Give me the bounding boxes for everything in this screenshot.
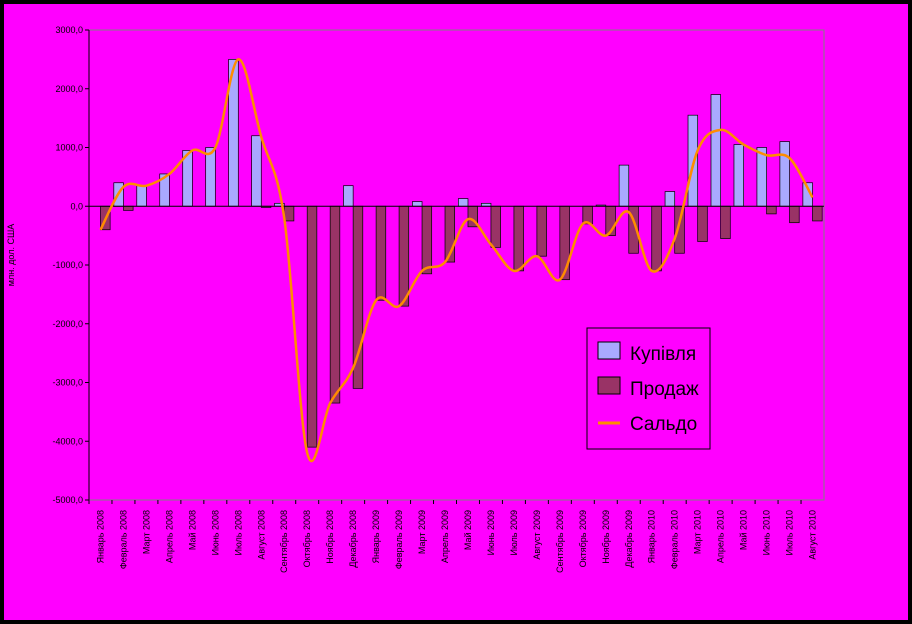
x-tick-label: Март 2008 bbox=[141, 510, 151, 554]
x-tick-label: Май 2009 bbox=[463, 510, 473, 550]
legend-label-buy: Купівля bbox=[630, 344, 696, 365]
y-axis-title: млн. дол. США bbox=[6, 224, 16, 286]
x-tick-label: Октябрь 2009 bbox=[578, 510, 588, 567]
legend-swatch-buy bbox=[597, 341, 621, 360]
x-tick-label: Ноябрь 2009 bbox=[601, 510, 611, 564]
bar-sell bbox=[283, 205, 295, 222]
legend: Купівля Продаж Сальдо bbox=[586, 327, 711, 450]
x-tick-label: Июль 2008 bbox=[233, 510, 243, 555]
x-tick-label: Апрель 2009 bbox=[440, 510, 450, 563]
chart-frame: 3000,0 2000,0 1000,0 0,0 -1000,0 -2000,0 -3000… bbox=[4, 4, 908, 620]
bar-buy bbox=[412, 201, 423, 207]
y-tick-label: -1000,0 bbox=[52, 260, 83, 270]
x-tick-label: Декабрь 2008 bbox=[348, 510, 358, 568]
x-tick-label: Август 2008 bbox=[256, 510, 266, 560]
y-tick-label: -4000,0 bbox=[52, 436, 83, 446]
x-tick-label: Август 2010 bbox=[808, 510, 818, 560]
bar-buy bbox=[205, 147, 216, 207]
bar-sell bbox=[789, 205, 800, 224]
x-tick-label: Март 2010 bbox=[693, 510, 703, 554]
bar-buy bbox=[136, 185, 147, 207]
legend-swatch-sell bbox=[597, 376, 621, 395]
x-tick-label: Март 2009 bbox=[417, 510, 427, 554]
x-tick-label: Январь 2008 bbox=[95, 510, 105, 563]
bar-buy bbox=[457, 198, 469, 207]
bar-sell bbox=[536, 205, 547, 257]
bar-buy bbox=[687, 114, 699, 207]
x-tick-label: Июль 2009 bbox=[509, 510, 519, 555]
x-tick-label: Февраль 2010 bbox=[670, 510, 680, 569]
x-tick-label: Февраль 2009 bbox=[394, 510, 404, 569]
bar-sell bbox=[398, 205, 410, 307]
x-tick-label: Июль 2010 bbox=[785, 510, 795, 555]
bar-buy bbox=[251, 135, 262, 207]
chart-svg: 3000,0 2000,0 1000,0 0,0 -1000,0 -2000,0 -3000… bbox=[6, 25, 825, 573]
x-tick-label: Сентябрь 2009 bbox=[555, 510, 565, 573]
bar-sell bbox=[720, 205, 731, 239]
y-tick-label: -5000,0 bbox=[52, 495, 83, 505]
bar-buy bbox=[756, 147, 767, 207]
x-tick-label: Сентябрь 2008 bbox=[279, 510, 289, 573]
bar-sell bbox=[513, 205, 524, 272]
y-tick-label: -2000,0 bbox=[52, 319, 83, 329]
bar-sell bbox=[490, 205, 501, 248]
legend-label-balance: Сальдо bbox=[630, 414, 697, 435]
bar-sell bbox=[697, 205, 708, 242]
x-tick-label: Июнь 2010 bbox=[762, 510, 772, 555]
y-tick-label: -3000,0 bbox=[52, 378, 83, 388]
x-tick-label: Январь 2010 bbox=[647, 510, 657, 563]
bar-buy bbox=[343, 185, 354, 207]
x-tick-label: Апрель 2008 bbox=[164, 510, 174, 563]
x-tick-label: Ноябрь 2008 bbox=[325, 510, 335, 564]
bar-buy bbox=[618, 164, 630, 207]
bar-sell bbox=[375, 205, 387, 301]
x-tick-label: Февраль 2008 bbox=[118, 510, 128, 569]
bar-sell bbox=[123, 205, 134, 211]
x-tick-label: Июнь 2008 bbox=[210, 510, 220, 555]
x-tick-label: Октябрь 2008 bbox=[302, 510, 312, 567]
bar-buy bbox=[733, 144, 744, 207]
bar-sell bbox=[329, 205, 341, 404]
balance-line bbox=[99, 58, 814, 463]
plot-area: 3000,0 2000,0 1000,0 0,0 -1000,0 -2000,0 -3000… bbox=[6, 25, 825, 573]
y-tick-label: 0,0 bbox=[70, 201, 83, 211]
bar-sell bbox=[766, 205, 777, 215]
legend-label-sell: Продаж bbox=[630, 379, 699, 400]
x-tick-label: Июнь 2009 bbox=[486, 510, 496, 555]
x-tick-label: Май 2008 bbox=[187, 510, 197, 550]
x-tick-label: Январь 2009 bbox=[371, 510, 381, 563]
x-tick-label: Август 2009 bbox=[532, 510, 542, 560]
bar-sell bbox=[421, 205, 433, 275]
bar-buy bbox=[664, 191, 676, 207]
bar-buy bbox=[710, 94, 721, 207]
bar-sell bbox=[812, 205, 823, 222]
x-tick-label: Май 2010 bbox=[739, 510, 749, 550]
x-tick-label: Декабрь 2009 bbox=[624, 510, 634, 568]
y-tick-label: 2000,0 bbox=[55, 84, 83, 94]
y-tick-label: 3000,0 bbox=[55, 25, 83, 35]
bar-sell bbox=[306, 205, 318, 448]
bar-sell bbox=[651, 205, 662, 272]
y-tick-label: 1000,0 bbox=[55, 143, 83, 153]
bar-buy bbox=[779, 141, 790, 207]
x-tick-label: Апрель 2010 bbox=[716, 510, 726, 563]
